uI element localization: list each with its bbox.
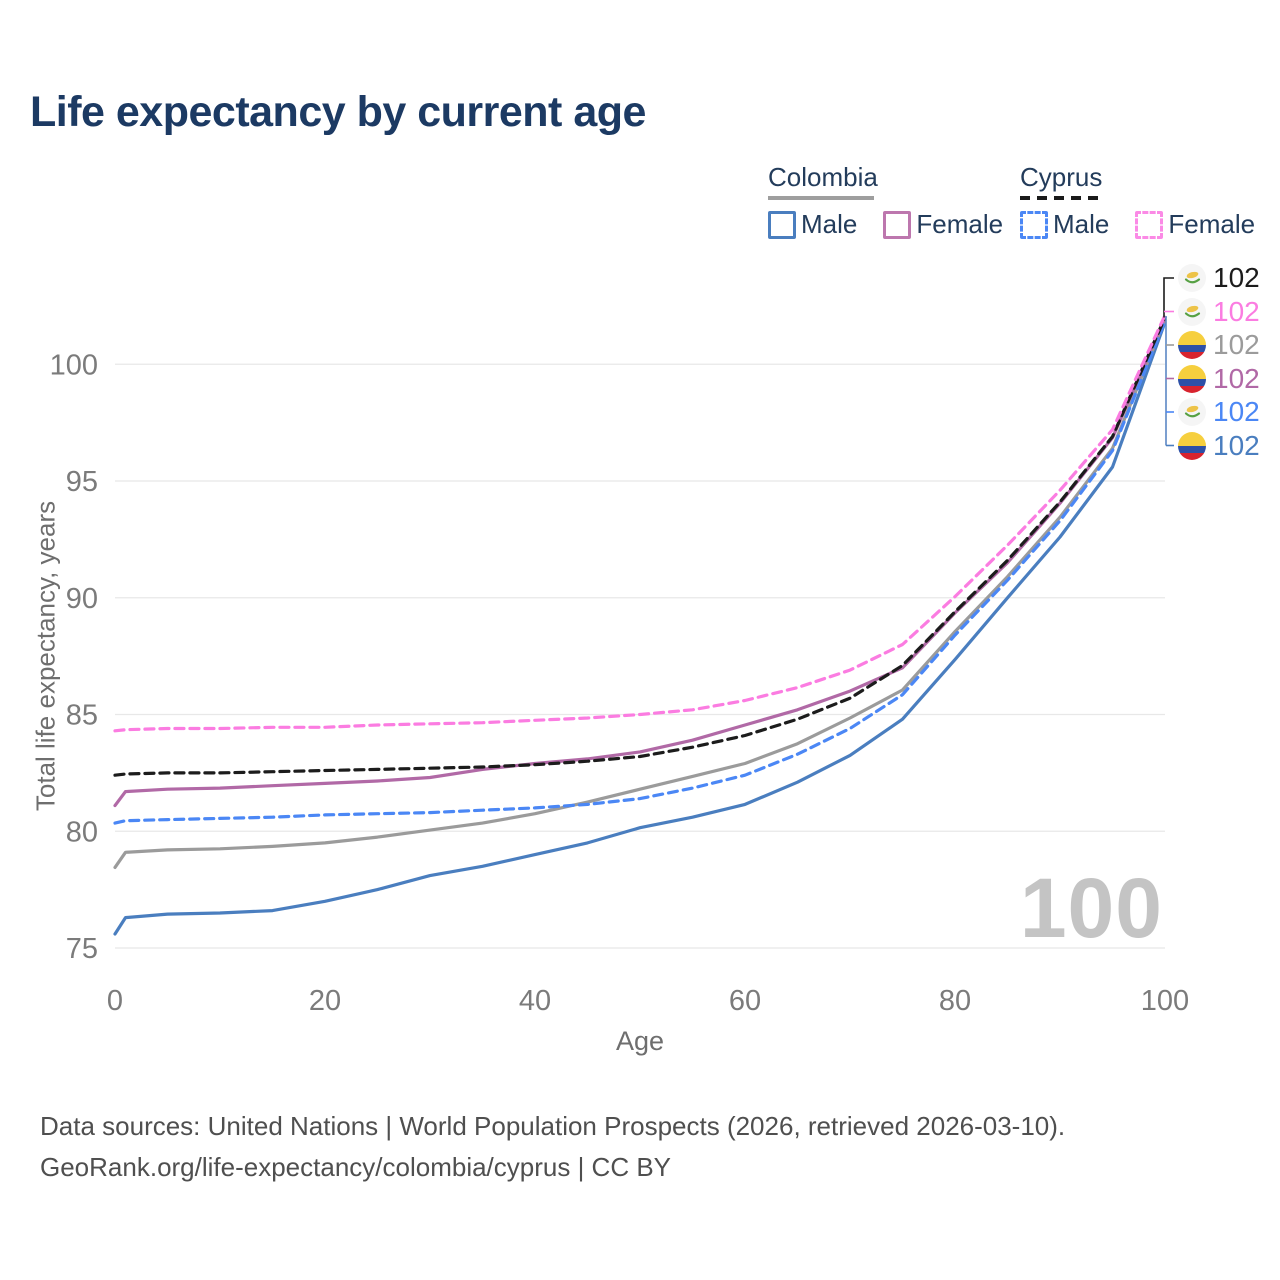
x-tick-80: 80: [939, 985, 971, 1017]
legend-item-label: Female: [1168, 209, 1256, 239]
legend-item-label: Male: [1053, 209, 1110, 239]
legend-group-cyprus: Cyprus Male Female: [1020, 162, 1255, 240]
end-label-cyprus-both-sexes: 102: [1178, 263, 1260, 293]
cyprus-female-swatch-icon: [1135, 210, 1164, 239]
life-expectancy-chart: 75 80 85 90 95 100 0 20 40 60 80 100: [50, 277, 1189, 1017]
legend-item-colombia-male[interactable]: Male: [768, 209, 857, 240]
end-label-cyprus-male: 102: [1178, 397, 1260, 427]
y-tick-85: 85: [66, 700, 98, 732]
end-label-value: 102: [1213, 362, 1260, 394]
end-label-cyprus-female: 102: [1178, 295, 1260, 327]
cyprus-flag-icon: [1178, 398, 1206, 426]
y-axis-title: Total life expectancy, years: [30, 500, 61, 812]
colombia-flag-icon: [1178, 364, 1206, 393]
legend-item-cyprus-female[interactable]: Female: [1135, 209, 1255, 240]
series-line-cyprus-male[interactable]: [113, 319, 1167, 825]
legend-item-label: Female: [916, 209, 1004, 239]
y-tick-100: 100: [50, 349, 98, 381]
cyprus-flag-icon: [1178, 297, 1206, 326]
end-label-value: 102: [1213, 329, 1260, 360]
legend-group-colombia: Colombia Male Female: [768, 162, 1003, 240]
end-label-colombia-both-sexes: 102: [1178, 330, 1260, 360]
x-tick-0: 0: [107, 985, 123, 1017]
x-tick-40: 40: [519, 985, 551, 1017]
y-tick-80: 80: [66, 816, 98, 848]
colombia-flag-icon: [1178, 331, 1206, 359]
legend-group-cyprus-label: Cyprus: [1020, 162, 1103, 192]
colombia-male-swatch-icon: [768, 210, 796, 239]
colombia-flag-icon: [1178, 431, 1206, 460]
y-tick-95: 95: [66, 466, 98, 498]
data-sources-text: Data sources: United Nations | World Pop…: [40, 1111, 1066, 1141]
series-line-cyprus-all[interactable]: [113, 315, 1167, 777]
end-label-colombia-male: 102: [1178, 429, 1260, 461]
legend-item-cyprus-male[interactable]: Male: [1020, 209, 1109, 240]
x-tick-20: 20: [309, 985, 341, 1017]
end-label-colombia-female: 102: [1178, 362, 1260, 394]
attribution-text: GeoRank.org/life-expectancy/colombia/cyp…: [40, 1152, 672, 1182]
watermark-100: 100: [1019, 861, 1163, 955]
end-label-value: 102: [1213, 429, 1260, 461]
legend-colombia-line-swatch: [768, 196, 874, 200]
page-title: Life expectancy by current age: [30, 88, 646, 136]
legend-item-colombia-female[interactable]: Female: [883, 209, 1003, 240]
x-axis-title: Age: [615, 1026, 665, 1056]
legend-item-label: Male: [801, 209, 858, 239]
series-line-colombia-male[interactable]: [113, 320, 1167, 936]
end-label-value: 102: [1213, 262, 1260, 293]
y-tick-75: 75: [66, 933, 98, 965]
series-line-colombia-all[interactable]: [113, 318, 1167, 869]
x-tick-100: 100: [1141, 985, 1189, 1017]
leader-line-0: [1163, 277, 1174, 318]
legend-group-colombia-label: Colombia: [768, 162, 878, 192]
colombia-female-swatch-icon: [883, 210, 912, 239]
end-label-value: 102: [1213, 295, 1260, 327]
end-label-value: 102: [1213, 396, 1260, 427]
cyprus-flag-icon: [1178, 264, 1206, 292]
footer: Data sources: United Nations | World Pop…: [40, 1106, 1065, 1188]
x-tick-60: 60: [729, 985, 761, 1017]
series-line-cyprus-female[interactable]: [113, 313, 1167, 733]
legend-cyprus-line-swatch: [1020, 196, 1104, 200]
cyprus-male-swatch-icon: [1020, 210, 1048, 239]
y-tick-90: 90: [66, 583, 98, 615]
